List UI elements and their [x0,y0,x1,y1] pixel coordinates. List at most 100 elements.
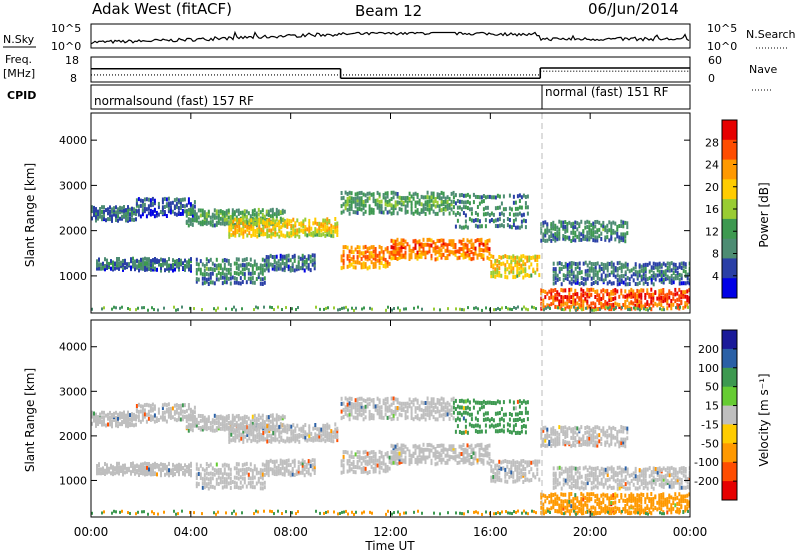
power-echo-cell [554,276,557,281]
power-echo-cell [342,265,345,270]
power-near-range-cell [661,308,663,312]
velocity-echo-cell [105,413,107,418]
power-echo-cell [642,272,645,277]
velocity-echo-cell [127,415,129,420]
velocity-echo-cell [179,406,182,411]
power-echo-cell [142,264,144,269]
power-echo-cell [660,273,663,278]
velocity-echo-cell [227,481,230,486]
power-near-range-cell [413,306,415,310]
velocity-echo-cell [478,400,481,405]
power-echo-cell [380,204,383,209]
power-echo-cell [324,224,327,229]
power-echo-cell [412,239,415,244]
noise-left-tick-top: 10^5 [51,22,81,35]
velocity-echo-cell [146,470,148,475]
power-echo-cell [116,257,118,261]
power-echo-cell [500,201,503,206]
velocity-echo-cell [530,467,533,472]
velocity-echo-cell [522,471,525,476]
power-echo-cell [598,264,601,269]
power-echo-cell [574,230,577,235]
power-echo-cell [139,198,142,203]
velocity-echo-cell [229,472,232,477]
power-echo-cell [486,205,489,210]
power-echo-cell [352,210,355,215]
power-echo-cell [412,196,415,201]
power-echo-cell [251,267,254,272]
velocity-echo-cell [416,458,419,463]
velocity-echo-cell [235,466,238,471]
power-echo-cell [414,253,417,258]
power-echo-cell [494,258,497,263]
power-near-range-cell [353,308,355,312]
power-echo-cell [518,258,521,263]
power-echo-cell [674,299,677,304]
velocity-echo-cell [293,458,296,463]
power-echo-cell [247,262,250,267]
power-echo-cell [476,253,479,258]
power-echo-cell [149,203,152,208]
power-echo-cell [126,262,128,267]
power-echo-cell [257,272,260,277]
velocity-echo-cell [502,424,505,429]
power-echo-cell [193,200,196,205]
power-echo-cell [430,256,433,261]
velocity-echo-cell [274,435,277,440]
power-echo-cell [211,219,214,224]
power-echo-cell [122,262,124,267]
power-echo-cell [370,207,373,212]
power-echo-cell [402,196,405,201]
power-echo-cell [678,264,681,269]
velocity-echo-cell [147,403,150,408]
velocity-echo-cell [229,420,232,425]
power-echo-cell [508,212,511,217]
power-echo-cell [138,264,140,269]
velocity-echo-cell [464,418,467,423]
power-echo-cell [344,245,347,249]
power-echo-cell [576,301,579,306]
power-near-range-cell [297,306,299,310]
velocity-echo-cell [370,456,373,460]
power-echo-cell [404,198,407,203]
velocity-echo-cell [291,467,294,471]
velocity-echo-cell [326,433,329,438]
velocity-echo-cell [394,411,397,416]
power-echo-cell [418,239,421,244]
power-echo-cell [466,225,469,230]
power-echo-cell [580,305,583,310]
power-echo-cell [362,200,365,204]
velocity-echo-cell [466,411,469,416]
power-echo-cell [630,294,633,299]
power-echo-cell [594,262,597,266]
power-echo-cell [602,278,605,283]
power-echo-cell [624,277,627,282]
velocity-echo-cell [360,396,363,401]
power-echo-cell [436,192,439,197]
power-near-range-cell [319,307,321,311]
power-echo-cell [670,261,673,266]
velocity-echo-cell [268,433,271,438]
velocity-echo-cell [135,414,138,419]
velocity-echo-cell [120,465,122,470]
power-echo-cell [464,251,467,256]
power-echo-cell [384,191,387,196]
velocity-echo-cell [416,461,419,466]
power-echo-cell [432,202,435,207]
power-echo-cell [500,223,503,228]
velocity-echo-cell [484,423,487,428]
power-echo-cell [236,220,239,225]
power-echo-cell [472,251,475,256]
power-echo-cell [458,212,461,217]
velocity-echo-cell [526,477,529,482]
power-echo-cell [197,262,200,267]
velocity-echo-cell [215,470,218,475]
velocity-echo-cell [124,463,126,468]
power-echo-cell [251,264,254,269]
velocity-echo-cell [392,401,395,405]
power-echo-cell [143,202,146,207]
velocity-echo-cell [205,482,208,487]
power-echo-cell [245,262,248,267]
velocity-echo-cell [223,484,226,489]
velocity-echo-cell [141,417,144,422]
